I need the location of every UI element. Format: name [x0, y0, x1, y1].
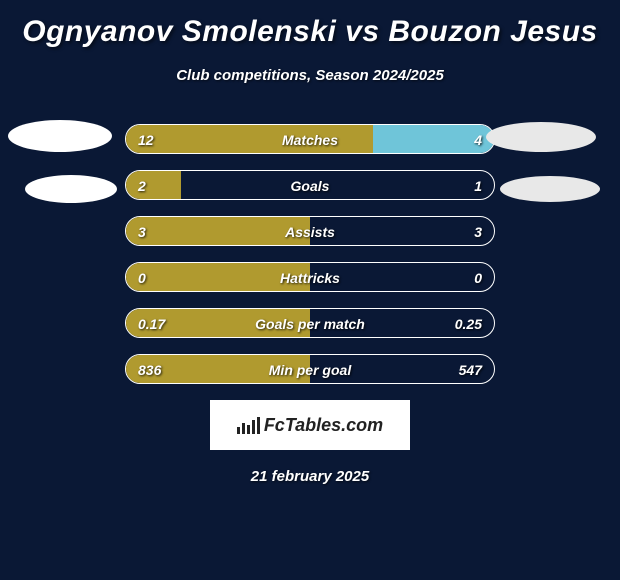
photo-placeholder-ellipse: [8, 120, 112, 152]
photo-placeholder-ellipse: [486, 122, 596, 152]
comparison-subtitle: Club competitions, Season 2024/2025: [10, 67, 610, 84]
date-label: 21 february 2025: [10, 468, 610, 485]
photo-placeholder-ellipse: [500, 176, 600, 202]
stat-row: 3Assists3: [125, 216, 495, 246]
stat-value-right: 547: [459, 355, 482, 384]
stat-value-right: 1: [474, 171, 482, 200]
comparison-title: Ognyanov Smolenski vs Bouzon Jesus: [10, 15, 610, 49]
stat-label: Goals per match: [126, 309, 494, 338]
stat-row: 12Matches4: [125, 124, 495, 154]
stat-label: Hattricks: [126, 263, 494, 292]
site-logo: FcTables.com: [210, 400, 410, 450]
stat-rows-container: 12Matches4 2Goals1 3Assists3 0Hattricks0 0.1…: [125, 124, 495, 384]
stat-row: 0Hattricks0: [125, 262, 495, 292]
stat-label: Matches: [126, 125, 494, 154]
stat-row: 836Min per goal547: [125, 354, 495, 384]
stat-label: Min per goal: [126, 355, 494, 384]
stat-row: 2Goals1: [125, 170, 495, 200]
logo-text: FcTables.com: [264, 415, 383, 436]
chart-area: 12Matches4 2Goals1 3Assists3 0Hattricks0 0.1…: [10, 124, 610, 384]
stat-row: 0.17Goals per match0.25: [125, 308, 495, 338]
photo-placeholder-ellipse: [25, 175, 117, 203]
logo-bars-icon: [237, 417, 260, 434]
stat-label: Assists: [126, 217, 494, 246]
stat-value-right: 4: [474, 125, 482, 154]
stat-value-right: 3: [474, 217, 482, 246]
stat-value-right: 0.25: [455, 309, 482, 338]
stat-value-right: 0: [474, 263, 482, 292]
stat-label: Goals: [126, 171, 494, 200]
